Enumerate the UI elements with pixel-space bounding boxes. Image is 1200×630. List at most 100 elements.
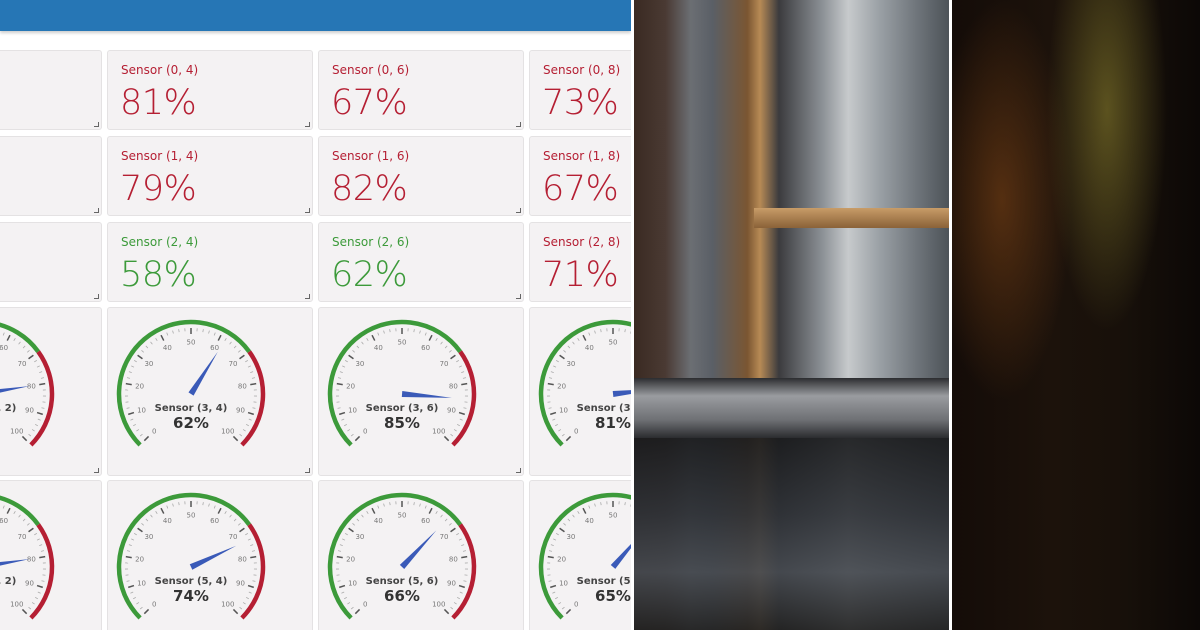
gauge-label: Sensor (3, 8)	[577, 403, 631, 414]
gauge-alert-band	[240, 523, 266, 620]
gauge-tick	[237, 523, 241, 526]
gauge-tick	[389, 329, 391, 333]
gauge-tick-label: 60	[0, 517, 8, 525]
sensor-label: Sensor (1, 8)	[543, 149, 621, 163]
header-bar	[0, 0, 631, 31]
gauge-tick	[145, 345, 149, 349]
sensor-card[interactable]: Sensor (2, 8) 71%	[529, 222, 631, 302]
gauge-tick	[600, 329, 602, 333]
resize-handle[interactable]	[516, 208, 521, 213]
resize-handle[interactable]	[94, 122, 99, 127]
gauge-tick-label: 20	[135, 382, 144, 390]
gauge-tick-label: 30	[355, 533, 364, 541]
gauge-needle	[399, 530, 437, 570]
gauge-tick	[456, 360, 460, 363]
gauge-tick	[458, 584, 466, 589]
gauge-needle	[0, 559, 30, 566]
sensor-value: 67%	[331, 83, 408, 123]
sensor-card[interactable]: Sensor (0, 8) 73%	[529, 50, 631, 130]
gauge-tick	[383, 503, 385, 507]
sensor-label: Sensor (1, 6)	[332, 149, 410, 163]
gauge-tick	[337, 580, 341, 582]
resize-handle[interactable]	[305, 468, 310, 473]
gauge-tick	[341, 591, 345, 594]
gauge-tick	[366, 511, 369, 515]
gauge-tick	[361, 341, 364, 345]
gauge-tick	[127, 584, 135, 589]
gauge-card[interactable]: 0 10 20 30 40 50 60 70 80 90 100 Sensor (5, 6) 66%	[318, 480, 524, 630]
sensor-card[interactable]	[0, 136, 102, 216]
gauge-tick	[371, 334, 376, 341]
resize-handle[interactable]	[516, 294, 521, 299]
resize-handle[interactable]	[516, 468, 521, 473]
gauge-tick	[128, 371, 132, 374]
gauge-tick	[166, 332, 169, 336]
gauge-tick-label: 20	[557, 382, 566, 390]
gauge-tick	[582, 507, 587, 514]
gauge-tick	[208, 330, 210, 334]
gauge-tick-label: 100	[221, 427, 234, 435]
gauge-tick	[558, 429, 562, 432]
sensor-label: Sensor (2, 8)	[543, 235, 621, 249]
resize-handle[interactable]	[516, 122, 521, 127]
gauge-tick	[338, 584, 346, 589]
gauge-tick-label: 0	[363, 427, 367, 435]
gauge-card[interactable]: 0 10 20 30 40 50 60 70 80 90 100 Sensor (5, 4) 74%	[107, 480, 313, 630]
sensor-card[interactable]: Sensor (0, 6) 67%	[318, 50, 524, 130]
sensor-card[interactable]	[0, 50, 102, 130]
resize-handle[interactable]	[305, 294, 310, 299]
gauge-tick	[450, 354, 456, 360]
sensor-card[interactable]: Sensor (1, 8) 67%	[529, 136, 631, 216]
gauge-value: 85%	[384, 414, 420, 432]
gauge-tick-label: 100	[221, 600, 234, 608]
resize-handle[interactable]	[94, 468, 99, 473]
gauge-needle	[401, 391, 452, 398]
resize-handle[interactable]	[94, 294, 99, 299]
gauge-label: Sensor (3, 2)	[0, 403, 16, 414]
sensor-card[interactable]: Sensor (1, 6) 82%	[318, 136, 524, 216]
gauge-tick	[435, 511, 438, 515]
gauge-tick	[35, 423, 39, 427]
gauge-tick	[166, 505, 169, 509]
sensor-label: Sensor (1, 4)	[121, 149, 199, 163]
gauge-tick	[588, 332, 591, 336]
gauge-tick	[2, 505, 5, 509]
gauge-tick	[457, 596, 461, 600]
sensor-card[interactable]: Sensor (2, 6) 62%	[318, 222, 524, 302]
gauge-tick	[131, 538, 135, 541]
gauge-tick	[563, 523, 567, 526]
sensor-card[interactable]: Sensor (2, 4) 58%	[107, 222, 313, 302]
gauge-tick	[126, 377, 131, 379]
gauge-tick-label: 40	[163, 517, 172, 525]
gauge-needle	[189, 545, 237, 570]
gauge-tick	[389, 502, 391, 506]
gauge-tick	[36, 538, 40, 541]
gauge-value: 74%	[173, 587, 209, 605]
gauge-alert-band	[240, 350, 266, 447]
sensor-card[interactable]: Sensor (0, 4) 81%	[107, 50, 313, 130]
gauge-tick	[229, 514, 232, 518]
resize-handle[interactable]	[94, 208, 99, 213]
gauge-tick	[342, 365, 346, 368]
gauge-tick-label: 100	[10, 427, 23, 435]
gauge-card[interactable]: 0 10 20 30 40 50 60 70 80 90 100 Sensor (3, 6) 85%	[318, 307, 524, 476]
gauge-tick	[463, 580, 467, 582]
gauge-tick-label: 40	[163, 344, 172, 352]
gauge-tick	[150, 341, 153, 345]
sensor-card[interactable]	[0, 222, 102, 302]
sensor-value: 58%	[120, 255, 197, 295]
resize-handle[interactable]	[305, 122, 310, 127]
sensor-card[interactable]: Sensor (1, 4) 79%	[107, 136, 313, 216]
gauge-card[interactable]: 0 10 20 30 40 50 60 70 80 90 100 Sensor (3, 4) 62%	[107, 307, 313, 476]
gauge-tick	[224, 511, 227, 515]
gauge-tick-label: 90	[447, 407, 456, 415]
sensor-value: 79%	[120, 169, 197, 209]
gauge-tick-label: 90	[236, 580, 245, 588]
gauge-tick	[600, 502, 602, 506]
resize-handle[interactable]	[305, 208, 310, 213]
gauge-tick	[143, 608, 150, 615]
